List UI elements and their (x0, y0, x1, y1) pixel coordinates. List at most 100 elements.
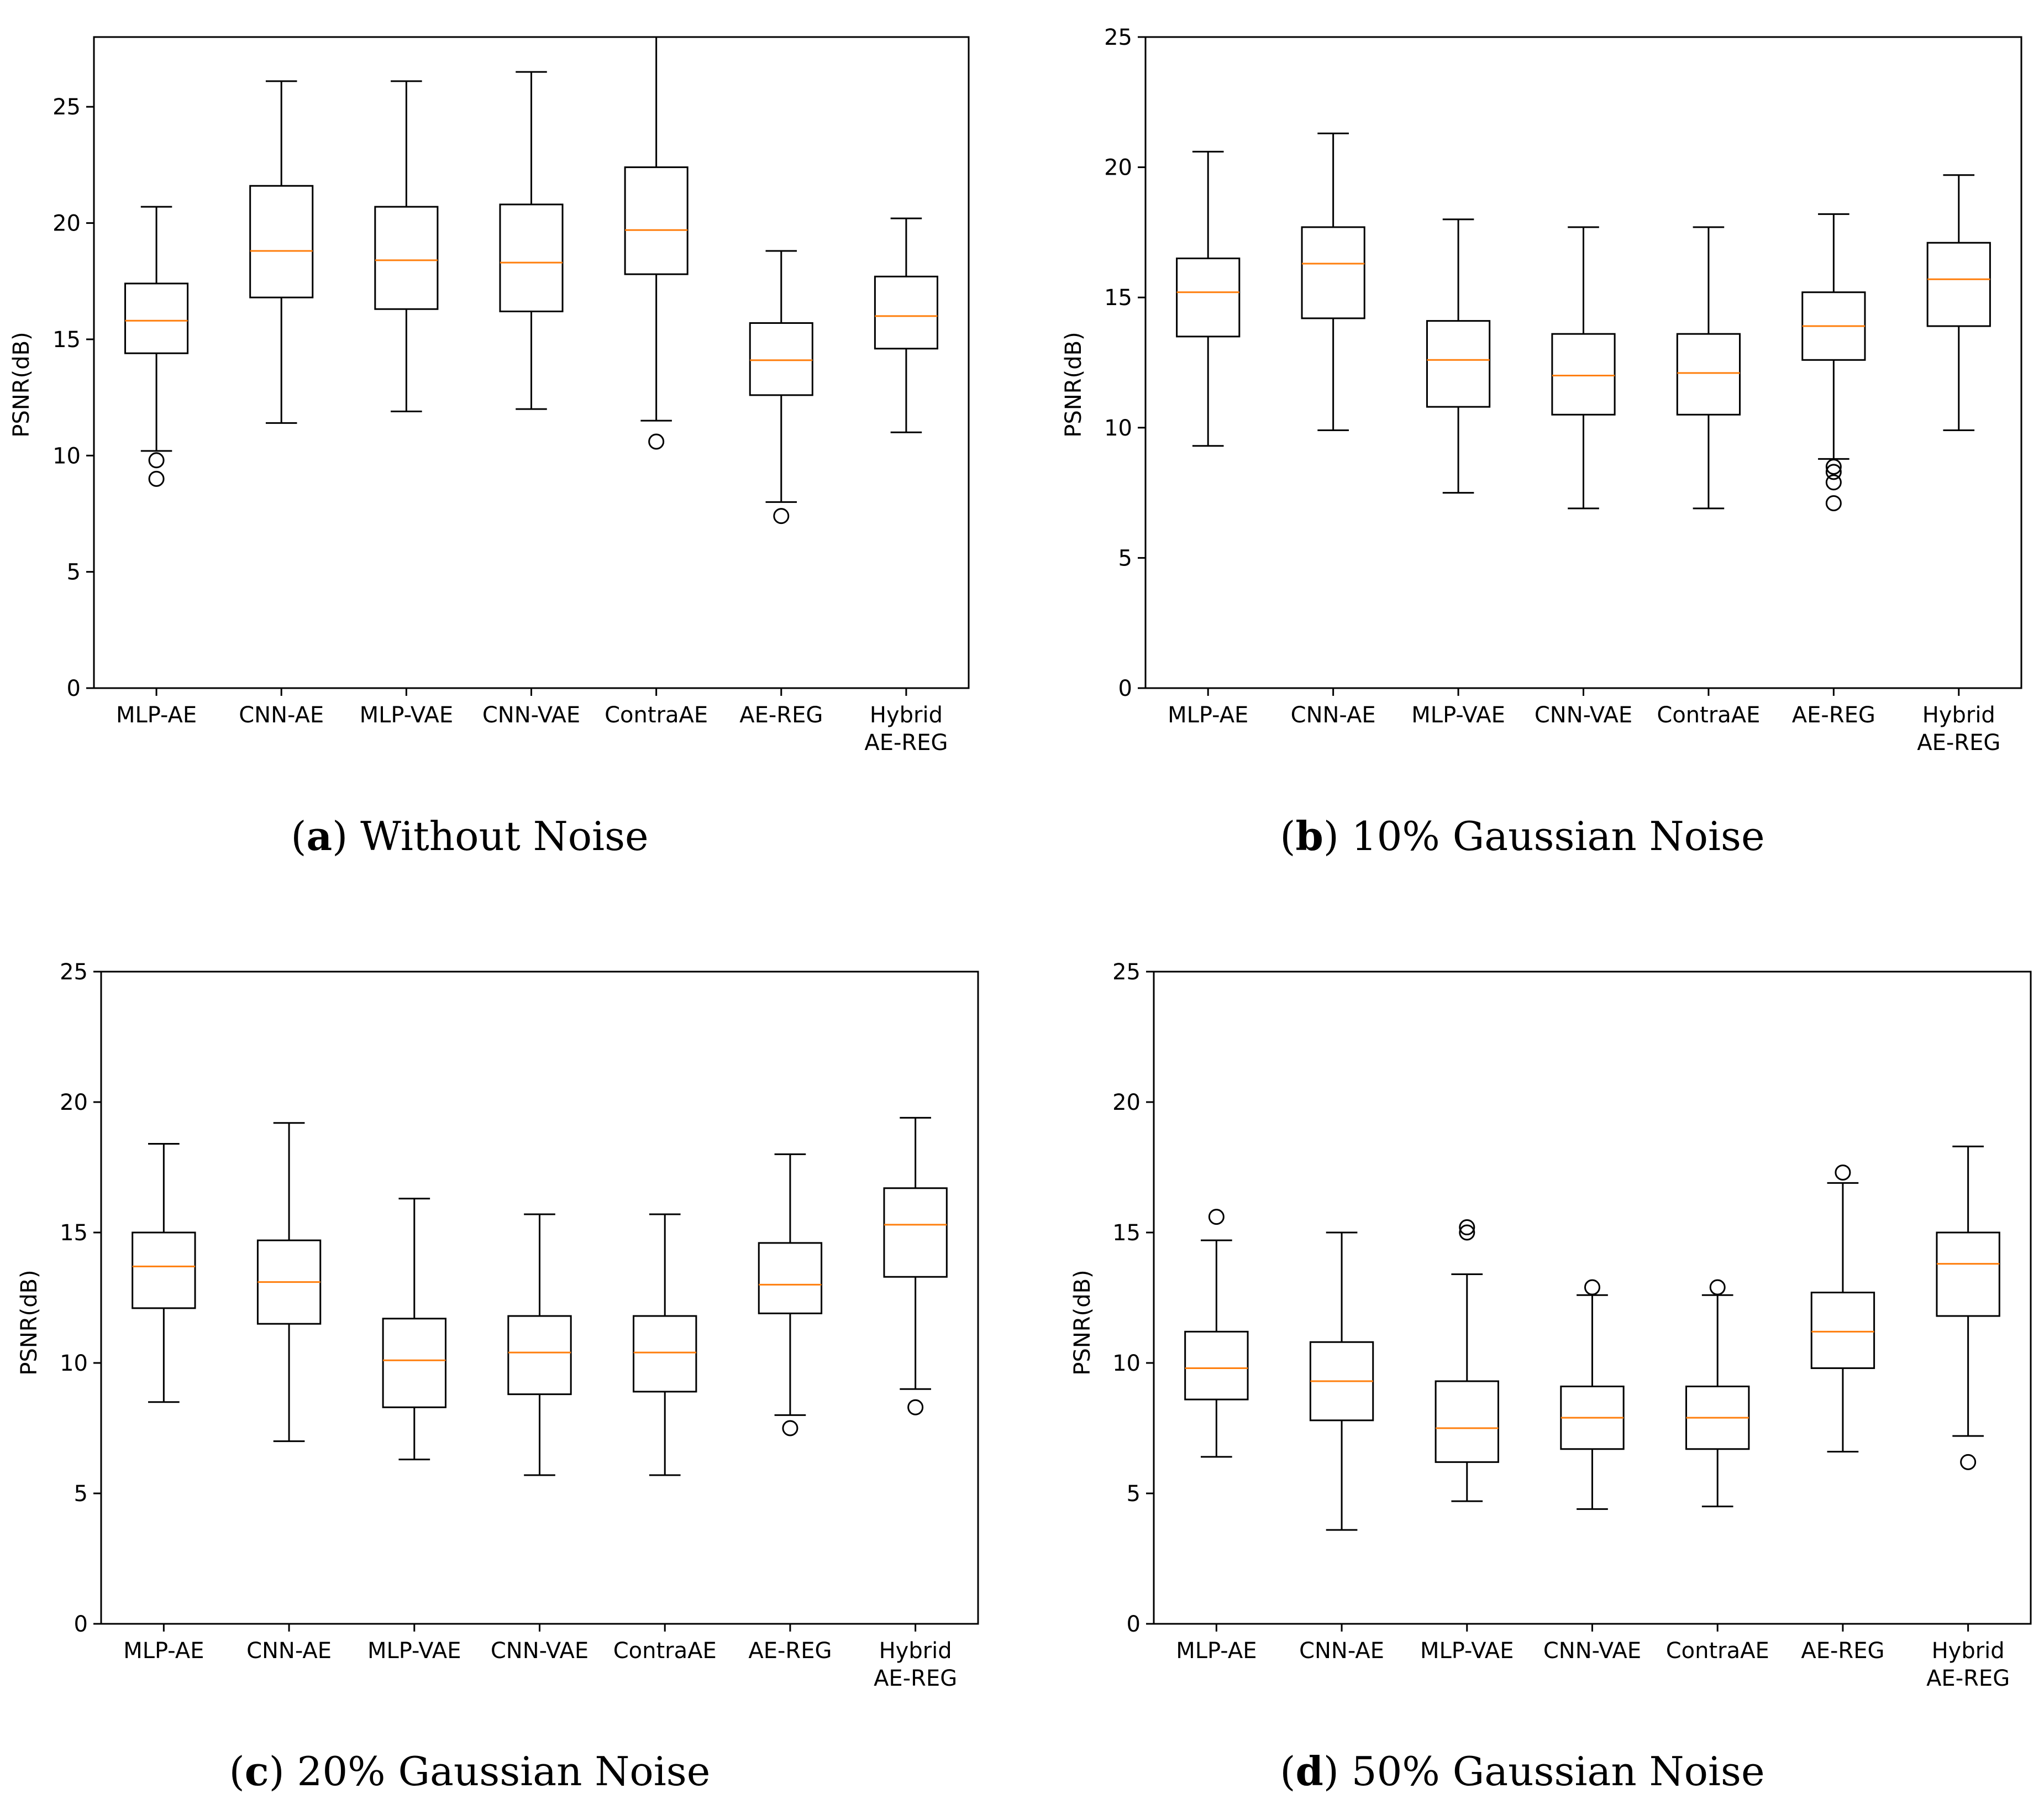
panel-d-flier (1835, 1164, 1851, 1181)
panel-d: PSNR(dB) (d) 50% Gaussian Noise 0 5 10 15 20… (1070, 959, 2032, 1795)
panel-a-xtick-label: MLP-AE (116, 702, 197, 728)
panel-c-box (758, 1242, 823, 1314)
panel-c-ytick-label: 5 (74, 1481, 88, 1507)
panel-b-box (1676, 333, 1741, 416)
panel-b-xtick-label: CNN-VAE (1535, 702, 1632, 728)
panel-a-box (624, 166, 689, 275)
panel-d-xtick-label: Hybrid (1932, 1638, 2005, 1664)
panel-a-ytick-label: 20 (52, 211, 81, 237)
panel-a-box-group: CNN-AE (239, 80, 324, 728)
panel-c-box-group: ContraAE (613, 1213, 717, 1664)
panel-b-ytick-label: 25 (1104, 25, 1132, 50)
panel-b-flier (1825, 495, 1842, 511)
panel-c-ytick-label: 10 (60, 1351, 88, 1376)
panel-c-box-group: CNN-AE (246, 1122, 332, 1664)
panel-d-ytick-label: 15 (1112, 1220, 1141, 1246)
panel-b-caption: (b) 10% Gaussian Noise (1280, 812, 1764, 859)
panel-b-xtick-label: MLP-VAE (1411, 702, 1505, 728)
panel-d-flier (1459, 1224, 1475, 1241)
panel-d-ytick-label: 5 (1127, 1481, 1141, 1507)
panel-d-xtick-label: AE-REG (1801, 1638, 1884, 1664)
panel-c-xtick-label: CNN-AE (246, 1638, 332, 1664)
panel-c-ylabel: PSNR(dB) (17, 1270, 42, 1375)
panel-d-box-group: ContraAE (1666, 1279, 1769, 1664)
panel-d-xtick-label: ContraAE (1666, 1638, 1769, 1664)
panel-b-box-group: CNN-VAE (1535, 226, 1632, 728)
panel-c-box-group: MLP-AE (123, 1143, 204, 1664)
panel-a-caption: (a) Without Noise (291, 812, 648, 859)
panel-c-box (883, 1187, 948, 1278)
panel-c-box (507, 1315, 572, 1396)
panel-b-flier (1825, 464, 1842, 480)
panel-a: PSNR(dB) (a) Without Noise 0 5 10 15 20 25 MLP… (9, 36, 970, 859)
panel-c-xtick-label: MLP-VAE (367, 1638, 461, 1664)
panel-a-box-group: MLP-VAE (360, 80, 454, 728)
panel-c-ytick-label: 0 (74, 1612, 88, 1637)
panel-a-box (124, 282, 189, 354)
panel-d-ytick-label: 0 (1127, 1612, 1141, 1637)
panel-a-flier (773, 508, 790, 525)
panel-b-flier (1825, 474, 1842, 491)
panel-a-box (249, 185, 314, 298)
panel-a-xtick-label: ContraAE (605, 702, 708, 728)
panel-a-box (499, 203, 564, 312)
panel-b-ytick-label: 20 (1104, 155, 1132, 181)
panel-b: PSNR(dB) (b) 10% Gaussian Noise 0 5 10 15 20… (1061, 25, 2022, 859)
panel-a-xtick-label: AE-REG (864, 730, 948, 756)
panel-c-box-group: CNN-VAE (491, 1213, 588, 1664)
panel-a-box-group: ContraAE (605, 36, 708, 728)
panel-d-ytick-label: 25 (1112, 959, 1141, 985)
panel-d-xtick-label: AE-REG (1926, 1666, 2010, 1691)
panel-b-box (1426, 320, 1491, 408)
panel-a-flier (148, 470, 165, 487)
panel-b-xtick-label: CNN-AE (1291, 702, 1376, 728)
panel-d-flier (1208, 1209, 1225, 1225)
panel-a-xtick-label: AE-REG (739, 702, 823, 728)
panel-c-ytick-label: 15 (60, 1220, 88, 1246)
panel-c-box-group: AE-REG (748, 1153, 832, 1664)
panel-c-flier (782, 1420, 798, 1436)
panel-d-xtick-label: CNN-AE (1299, 1638, 1384, 1664)
panel-d-box (1936, 1231, 2000, 1317)
panel-c-box (382, 1318, 446, 1408)
panel-a-xtick-label: MLP-VAE (360, 702, 454, 728)
panel-d-caption: (d) 50% Gaussian Noise (1280, 1748, 1764, 1795)
panel-b-xtick-label: MLP-AE (1168, 702, 1248, 728)
panel-b-box-group: ContraAE (1657, 226, 1760, 728)
panel-c-box (633, 1315, 697, 1393)
panel-a-box-group: MLP-AE (116, 206, 197, 728)
panel-c-xtick-label: CNN-VAE (491, 1638, 588, 1664)
panel-a-xtick-label: CNN-AE (239, 702, 324, 728)
panel-c-ytick-label: 20 (60, 1090, 88, 1115)
panel-a-ylabel: PSNR(dB) (9, 332, 34, 437)
panel-b-box-group: MLP-AE (1168, 150, 1248, 728)
panel-c-box-group: MLP-VAE (367, 1198, 461, 1664)
panel-b-box (1926, 242, 1991, 327)
panel-b-xtick-label: ContraAE (1657, 702, 1760, 728)
panel-b-xtick-label: Hybrid (1922, 702, 1995, 728)
panel-d-xtick-label: MLP-VAE (1420, 1638, 1514, 1664)
panel-b-box (1551, 333, 1616, 416)
panel-d-box (1810, 1292, 1875, 1369)
panel-a-ytick-label: 25 (52, 95, 81, 120)
panel-d-box-group: CNN-AE (1299, 1231, 1384, 1664)
panel-b-box (1301, 226, 1365, 319)
panel-c-xtick-label: AE-REG (748, 1638, 832, 1664)
panel-d-xtick-label: CNN-VAE (1543, 1638, 1641, 1664)
panel-d-flier (1709, 1279, 1726, 1296)
panel-b-box (1176, 258, 1241, 338)
panel-a-ytick-label: 10 (52, 443, 81, 469)
panel-b-ytick-label: 5 (1118, 546, 1132, 571)
panel-d-flier (1584, 1279, 1600, 1296)
panel-a-box (874, 275, 938, 350)
panel-d-box-group: MLP-AE (1176, 1209, 1257, 1664)
panel-a-xtick-label: Hybrid (870, 702, 943, 728)
panel-a-ytick-label: 0 (67, 676, 81, 701)
panel-b-box-group: CNN-AE (1291, 132, 1376, 728)
panel-a-box-group: AE-REG (739, 250, 823, 728)
